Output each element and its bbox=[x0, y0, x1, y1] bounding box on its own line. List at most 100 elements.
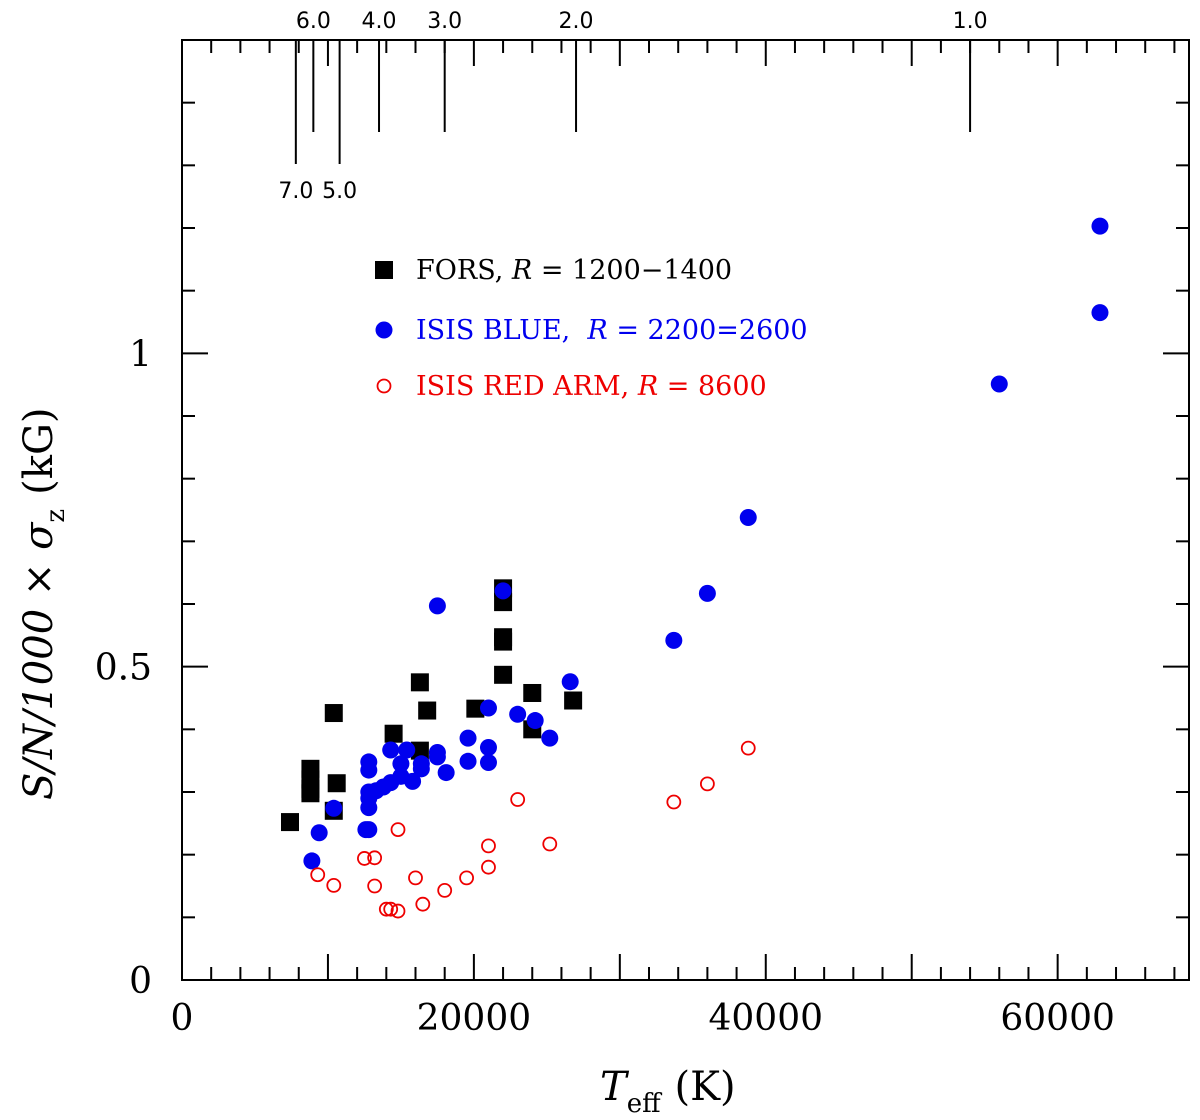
data-point bbox=[564, 691, 583, 710]
data-point bbox=[367, 850, 383, 866]
y-axis-title: S/N/1000 × σz (kG) bbox=[16, 407, 71, 800]
data-point bbox=[990, 375, 1008, 393]
data-point bbox=[428, 748, 446, 766]
legend-label-r: R bbox=[511, 255, 532, 286]
top-axis-mark-label: 2.0 bbox=[559, 9, 594, 34]
legend-label-suffix: = 2200=2600 bbox=[608, 315, 808, 346]
legend: FORS, R = 1200−1400 ISIS BLUE, R = 2200=2… bbox=[375, 255, 808, 402]
data-points bbox=[280, 217, 1109, 919]
data-point bbox=[280, 813, 299, 832]
data-point bbox=[541, 729, 559, 747]
plot-frame bbox=[181, 39, 1190, 981]
data-point bbox=[415, 896, 431, 912]
data-point bbox=[494, 582, 512, 600]
data-point bbox=[301, 784, 320, 803]
data-point bbox=[479, 754, 497, 772]
series-1 bbox=[303, 217, 1109, 870]
top-axis-mark-label: 6.0 bbox=[296, 9, 331, 34]
legend-label-suffix: = 8600 bbox=[658, 371, 767, 402]
legend-label-prefix: FORS, bbox=[416, 255, 512, 286]
data-point bbox=[390, 822, 406, 837]
y-tick-label: 0 bbox=[129, 961, 152, 1002]
data-point bbox=[665, 631, 683, 649]
top-axis-mark-label: 1.0 bbox=[953, 9, 988, 34]
data-point bbox=[360, 821, 378, 839]
data-point bbox=[310, 824, 328, 842]
data-point bbox=[384, 724, 403, 743]
y-axis-title-main: S/N/1000 × σ bbox=[16, 521, 62, 800]
data-point bbox=[357, 851, 372, 866]
data-point bbox=[494, 632, 513, 651]
x-tick-label: 20000 bbox=[417, 998, 532, 1039]
data-point bbox=[699, 776, 715, 792]
legend-label: ISIS RED ARM, R = 8600 bbox=[416, 371, 767, 402]
data-point bbox=[408, 870, 423, 886]
legend-label-r: R bbox=[586, 315, 607, 346]
legend-label: FORS, R = 1200−1400 bbox=[416, 255, 732, 286]
legend-label: ISIS BLUE, R = 2200=2600 bbox=[416, 315, 808, 346]
series-0 bbox=[280, 579, 583, 832]
data-point bbox=[666, 794, 682, 810]
top-axis-mark-label: 4.0 bbox=[362, 9, 397, 34]
data-point bbox=[428, 597, 446, 615]
data-point bbox=[303, 852, 321, 870]
data-point bbox=[479, 739, 497, 757]
data-point bbox=[367, 878, 383, 894]
data-point bbox=[378, 901, 394, 917]
y-tick-label: 1 bbox=[129, 334, 152, 375]
data-point bbox=[410, 673, 429, 692]
data-point bbox=[437, 764, 455, 782]
legend-label-suffix: = 1200−1400 bbox=[532, 255, 732, 286]
data-point bbox=[1091, 217, 1109, 235]
legend-entry: ISIS BLUE, R = 2200=2600 bbox=[375, 315, 808, 346]
data-point bbox=[481, 838, 496, 854]
y-tick-label: 0.5 bbox=[95, 648, 152, 689]
axis-tick-labels: 0 20000 40000 60000 0 0.5 1 bbox=[95, 334, 1115, 1039]
data-point bbox=[398, 741, 416, 759]
legend-marker bbox=[375, 261, 393, 279]
data-point bbox=[494, 665, 513, 684]
data-point bbox=[509, 705, 527, 723]
data-point bbox=[459, 752, 477, 770]
data-point bbox=[412, 755, 430, 773]
y-axis-title-sub: z bbox=[41, 509, 71, 523]
top-axis-marks: 6.0 4.0 3.0 2.0 1.0 7.0 5.0 bbox=[278, 9, 987, 204]
x-axis-title-sub: eff bbox=[627, 1089, 663, 1119]
data-point bbox=[383, 901, 399, 917]
legend-label-prefix: ISIS BLUE, bbox=[416, 315, 587, 346]
data-point bbox=[390, 903, 406, 919]
data-point bbox=[404, 772, 422, 790]
data-point bbox=[310, 867, 326, 883]
data-point bbox=[459, 870, 474, 886]
data-point bbox=[523, 683, 542, 702]
x-tick-label: 60000 bbox=[1000, 998, 1115, 1039]
data-point bbox=[1091, 304, 1109, 322]
legend-entry: FORS, R = 1200−1400 bbox=[375, 255, 732, 286]
legend-label-prefix: ISIS RED ARM, bbox=[416, 371, 638, 402]
data-point bbox=[382, 741, 400, 759]
data-point bbox=[561, 673, 579, 691]
data-point bbox=[326, 877, 342, 893]
data-point bbox=[459, 729, 477, 747]
data-point bbox=[418, 701, 437, 720]
axis-ticks bbox=[181, 39, 1189, 981]
data-point bbox=[327, 774, 346, 793]
x-tick-label: 40000 bbox=[709, 998, 824, 1039]
data-point bbox=[410, 741, 429, 760]
data-point bbox=[698, 584, 716, 602]
data-point bbox=[466, 699, 485, 718]
data-point bbox=[740, 740, 756, 756]
legend-marker bbox=[375, 321, 393, 339]
data-point bbox=[481, 859, 496, 875]
top-axis-mark-label: 3.0 bbox=[427, 9, 462, 34]
x-axis-title: Teff (K) bbox=[600, 1064, 736, 1119]
data-point bbox=[542, 836, 558, 852]
top-axis-mark-label: 7.0 bbox=[278, 179, 313, 204]
data-point bbox=[392, 755, 410, 773]
legend-entry: ISIS RED ARM, R = 8600 bbox=[376, 371, 767, 402]
x-axis-title-unit: (K) bbox=[675, 1064, 736, 1110]
x-axis-title-main: T bbox=[600, 1064, 630, 1110]
x-tick-label: 0 bbox=[171, 998, 194, 1039]
y-axis-title-unit: (kG) bbox=[16, 407, 62, 494]
